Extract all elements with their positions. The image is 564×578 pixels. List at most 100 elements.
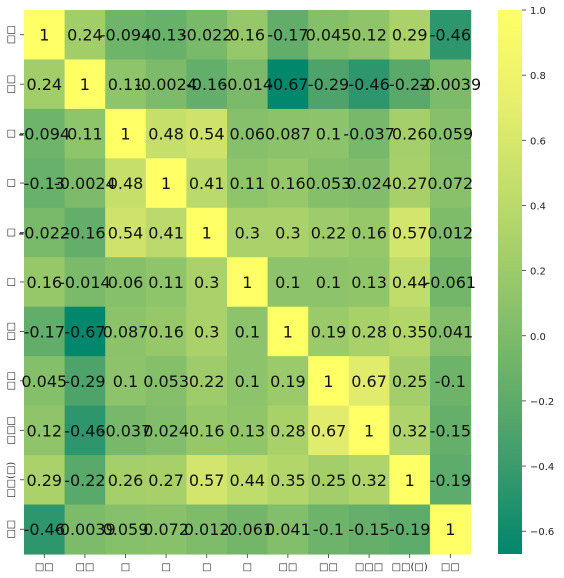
colorbar-ticks: 1.0 0.8 0.6 0.4 0.2 0.0 −0.2 −0.4 −0.6 — [522, 6, 554, 538]
heatmap-cell — [24, 10, 66, 61]
cell-annotation: -0.1 — [435, 372, 466, 391]
cell-annotation: -0.46 — [348, 75, 389, 94]
cell-annotation: 1 — [202, 224, 212, 243]
cell-annotation: 0.25 — [311, 471, 347, 490]
cell-annotation: 0.57 — [189, 471, 225, 490]
heatmap-cell — [348, 405, 390, 456]
colorbar-tick-label: 0.6 — [530, 136, 546, 147]
y-tick-label: □ — [6, 129, 17, 138]
heatmap-cell — [227, 306, 269, 357]
cell-annotation: -0.037 — [343, 125, 395, 144]
heatmap-cell — [105, 405, 147, 456]
cell-annotation: 0.13 — [351, 273, 387, 292]
heatmap-cell — [348, 59, 390, 110]
x-tick-label: □□ — [278, 562, 297, 573]
heatmap-cell — [24, 306, 66, 357]
heatmap-cell — [186, 59, 228, 110]
heatmap-cell — [145, 108, 187, 159]
cell-annotation: 0.045 — [21, 372, 67, 391]
cell-annotation: 0.1 — [316, 273, 341, 292]
heatmap-cell — [308, 455, 350, 506]
cell-annotation: 0.28 — [351, 322, 387, 341]
heatmap-cell — [186, 108, 228, 159]
heatmap-cell — [267, 455, 309, 506]
heatmap-cell — [267, 10, 309, 61]
cell-annotation: 0.27 — [392, 174, 428, 193]
heatmap-cell — [24, 504, 66, 555]
heatmap-cell — [105, 207, 147, 258]
heatmap-cell — [145, 257, 187, 308]
cell-annotation: -0.13 — [145, 26, 186, 45]
cell-annotation: 0.11 — [148, 273, 184, 292]
cell-annotation: 0.44 — [392, 273, 428, 292]
heatmap-cell — [389, 257, 431, 308]
heatmap-cell — [64, 207, 106, 258]
x-tick-label: □□ — [35, 562, 54, 573]
heatmap-cell — [64, 257, 106, 308]
heatmap-cell — [348, 257, 390, 308]
cell-annotation: -0.46 — [430, 26, 471, 45]
heatmap-cell — [145, 455, 187, 506]
cell-annotation: -0.29 — [64, 372, 105, 391]
heatmap-cell — [430, 257, 472, 308]
heatmap-cell — [227, 10, 269, 61]
cell-annotation: -0.22 — [64, 471, 105, 490]
cell-annotation: -0.0039 — [54, 520, 116, 539]
cell-annotation: 0.012 — [427, 224, 473, 243]
heatmap-cell — [389, 455, 431, 506]
cell-annotation: 1 — [161, 174, 171, 193]
heatmap-cell — [24, 405, 66, 456]
colorbar-tick-label: 0.2 — [530, 267, 546, 278]
x-tick-label: □ — [121, 562, 130, 573]
heatmap-cell — [227, 59, 269, 110]
cell-annotation: 0.28 — [270, 421, 306, 440]
heatmap-cell — [430, 108, 472, 159]
cell-annotation: 1 — [323, 372, 333, 391]
cell-annotation: 0.24 — [67, 26, 103, 45]
heatmap-cell — [389, 10, 431, 61]
y-tick-label: □□ — [6, 322, 17, 341]
cell-annotation: -0.19 — [389, 520, 430, 539]
heatmap-cell — [348, 455, 390, 506]
heatmap-cell — [389, 306, 431, 357]
heatmap-cell — [267, 405, 309, 456]
cell-annotation: 0.29 — [392, 26, 428, 45]
heatmap-cell — [186, 405, 228, 456]
cell-annotation: 0.1 — [275, 273, 300, 292]
cell-annotation: 0.1 — [235, 372, 260, 391]
heatmap-cell — [105, 59, 147, 110]
heatmap-cell — [186, 455, 228, 506]
heatmap-cell — [64, 455, 106, 506]
cell-annotation: 0.25 — [392, 372, 428, 391]
heatmap-cell — [64, 108, 106, 159]
cell-annotation: 0.087 — [265, 125, 311, 144]
cell-annotation: 0.3 — [235, 224, 260, 243]
heatmap-cell — [308, 108, 350, 159]
cell-annotation: -0.061 — [425, 273, 477, 292]
heatmap-cell — [227, 356, 269, 407]
cell-annotation: 0.1 — [113, 372, 138, 391]
heatmap-cell — [64, 158, 106, 209]
heatmap-cell — [389, 356, 431, 407]
cell-annotation: 0.16 — [26, 273, 62, 292]
cell-annotation: -0.22 — [389, 75, 430, 94]
cell-annotation: 0.059 — [103, 520, 149, 539]
heatmap-cell — [430, 306, 472, 357]
cell-annotation: 0.48 — [148, 125, 184, 144]
heatmap-cell — [186, 504, 228, 555]
cell-annotation: 0.16 — [189, 421, 225, 440]
heatmap-cell — [348, 306, 390, 357]
heatmap-cell — [24, 455, 66, 506]
heatmap-cell — [267, 356, 309, 407]
heatmap-cell — [308, 356, 350, 407]
heatmap-cell — [267, 108, 309, 159]
heatmap-cell — [308, 207, 350, 258]
cell-annotation: 0.1 — [316, 125, 341, 144]
colorbar: 1.0 0.8 0.6 0.4 0.2 0.0 −0.2 −0.4 −0.6 — [498, 6, 554, 554]
cell-annotation: 0.059 — [427, 125, 473, 144]
heatmap-cell — [145, 10, 187, 61]
heatmap-cell — [430, 158, 472, 209]
heatmap-cell — [186, 356, 228, 407]
heatmap-cell — [24, 59, 66, 110]
colorbar-tick-label: −0.4 — [530, 462, 554, 473]
